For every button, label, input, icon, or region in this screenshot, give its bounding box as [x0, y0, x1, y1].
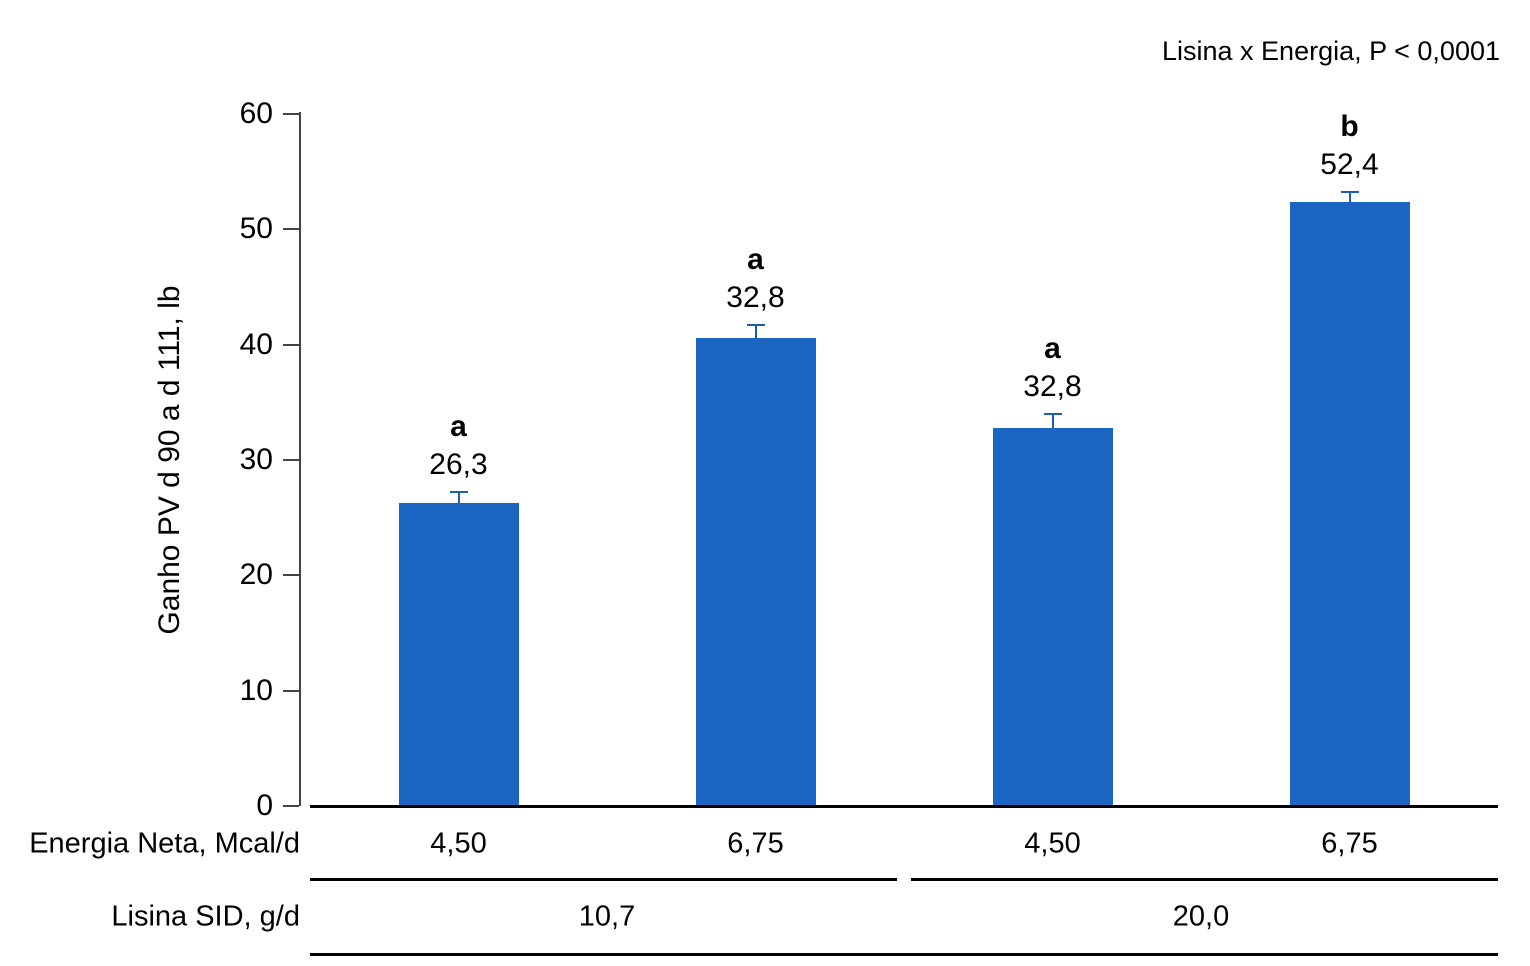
energia-neta-value: 4,50 — [430, 827, 487, 860]
bar — [1289, 201, 1410, 806]
group-separator-line — [911, 878, 1498, 881]
energia-neta-value: 6,75 — [727, 827, 784, 860]
error-bar-stem — [1051, 413, 1054, 428]
y-axis-tick-label: 0 — [256, 789, 273, 822]
bar — [695, 337, 816, 806]
bottom-axis-line — [310, 953, 1498, 956]
bar-significance-letter: a — [747, 243, 764, 277]
y-axis-tick-label: 10 — [239, 673, 273, 707]
y-axis-tick-label: 30 — [239, 443, 273, 476]
lisina-sid-value: 20,0 — [1172, 900, 1230, 933]
y-axis-tick — [283, 574, 299, 577]
group-separator-line — [310, 878, 897, 881]
y-axis-tick — [283, 689, 299, 692]
error-bar-cap — [746, 324, 765, 327]
error-bar-stem — [457, 492, 460, 503]
y-axis-tick-label: 20 — [239, 558, 273, 592]
error-bar-stem — [1348, 192, 1351, 202]
y-axis-tick — [283, 805, 299, 807]
energia-neta-value: 6,75 — [1321, 827, 1378, 860]
bar-significance-letter: b — [1340, 110, 1359, 144]
bar-value-label: 26,3 — [429, 448, 488, 482]
y-axis-line — [299, 112, 301, 806]
bar-significance-letter: a — [450, 410, 467, 444]
lisina-sid-value: 10,7 — [578, 900, 636, 933]
y-axis-tick-label: 50 — [239, 212, 273, 246]
bar-significance-letter: a — [1044, 331, 1061, 365]
y-axis-tick-label: 40 — [239, 327, 273, 361]
y-axis-title: Ganho PV d 90 a d 111, lb — [153, 285, 186, 635]
bar — [992, 427, 1113, 806]
x-row-label-lisina: Lisina SID, g/d — [111, 900, 300, 933]
y-axis-tick — [283, 343, 299, 346]
energia-neta-value: 4,50 — [1024, 827, 1081, 860]
interaction-pvalue-annotation: Lisina x Energia, P < 0,0001 — [1162, 36, 1500, 66]
x-axis-line — [310, 805, 1498, 808]
error-bar-cap — [1340, 191, 1359, 194]
error-bar-cap — [1043, 412, 1062, 415]
y-axis-tick — [283, 228, 299, 231]
bar — [398, 502, 519, 806]
y-axis-tick — [283, 459, 299, 461]
x-row-label-energia: Energia Neta, Mcal/d — [29, 827, 300, 860]
bar-value-label: 32,8 — [1023, 369, 1082, 403]
error-bar-cap — [449, 491, 468, 494]
y-axis-tick — [283, 113, 299, 115]
y-axis-tick-label: 60 — [239, 97, 273, 130]
bar-value-label: 32,8 — [726, 281, 785, 315]
error-bar-stem — [754, 325, 757, 338]
bar-value-label: 52,4 — [1320, 148, 1379, 182]
